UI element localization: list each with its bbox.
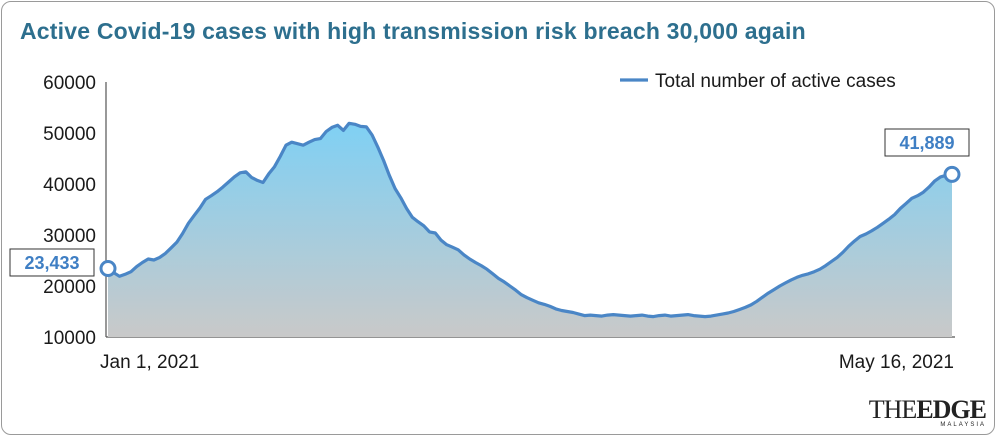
legend-label: Total number of active cases bbox=[655, 71, 896, 92]
callout-label: 41,889 bbox=[899, 133, 954, 153]
callouts: 23,433 41,889 bbox=[9, 128, 970, 277]
y-tick-label: 20000 bbox=[43, 277, 96, 298]
callout-box bbox=[884, 128, 970, 157]
logo-the: THE bbox=[868, 395, 918, 424]
callout-box bbox=[9, 248, 95, 277]
y-tick-label: 40000 bbox=[43, 175, 96, 196]
y-tick-label: 50000 bbox=[43, 124, 96, 145]
area-fill bbox=[108, 123, 952, 337]
series-line-total-active-cases bbox=[107, 121, 953, 319]
callout-label: 23,433 bbox=[24, 253, 79, 273]
y-tick-label: 30000 bbox=[43, 226, 96, 247]
callout-marker bbox=[943, 165, 961, 183]
y-tick-label: 10000 bbox=[43, 328, 96, 349]
logo-edge: EDGE bbox=[916, 395, 987, 424]
y-tick-label: 60000 bbox=[43, 73, 96, 94]
chart-title: Active Covid-19 cases with high transmis… bbox=[20, 18, 806, 44]
x-tick-label-start: Jan 1, 2021 bbox=[100, 352, 199, 373]
y-tick-labels: 60000 50000 40000 30000 20000 10000 bbox=[43, 73, 96, 349]
the-edge-logo: THEEDGE MALAYSIA bbox=[869, 397, 987, 429]
legend: Total number of active cases bbox=[620, 71, 896, 92]
logo-sub: MALAYSIA bbox=[940, 422, 986, 428]
callout-marker bbox=[99, 259, 117, 277]
x-tick-label-end: May 16, 2021 bbox=[839, 352, 954, 373]
